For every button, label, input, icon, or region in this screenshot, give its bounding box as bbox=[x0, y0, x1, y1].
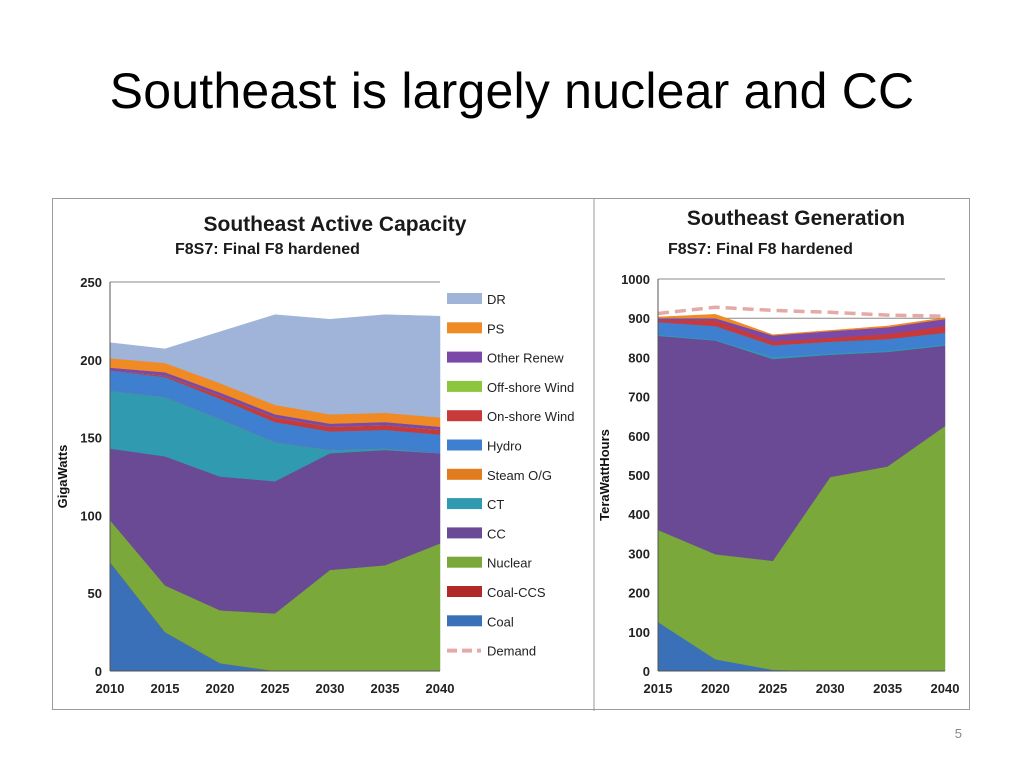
x-tick-label: 2035 bbox=[371, 681, 400, 696]
chart-subtitle: F8S7: Final F8 hardened bbox=[668, 241, 853, 258]
y-tick-label: 100 bbox=[628, 625, 650, 640]
chart-title: Southeast Active Capacity bbox=[204, 213, 467, 236]
legend-label: Demand bbox=[487, 644, 536, 659]
charts-svg: Southeast Active Capacity F8S7: Final F8 … bbox=[55, 199, 959, 711]
slide-title: Southeast is largely nuclear and CC bbox=[109, 63, 915, 119]
legend-label: Coal-CCS bbox=[487, 585, 546, 600]
legend-item-coal: Coal bbox=[447, 614, 514, 629]
legend-label: Coal bbox=[487, 614, 514, 629]
x-tick-label: 2025 bbox=[261, 681, 290, 696]
x-tick-label: 2010 bbox=[96, 681, 125, 696]
x-tick-label: 2020 bbox=[701, 681, 730, 696]
legend-item-coal-ccs: Coal-CCS bbox=[447, 585, 546, 600]
x-tick-label: 2025 bbox=[758, 681, 787, 696]
area-ps bbox=[657, 314, 946, 336]
legend-item-hydro: Hydro bbox=[447, 439, 522, 454]
legend-label: Other Renew bbox=[487, 351, 564, 366]
legend-swatch bbox=[447, 586, 482, 597]
y-tick-label: 900 bbox=[628, 311, 650, 326]
legend-item-ps: PS bbox=[447, 321, 505, 336]
legend-item-demand: Demand bbox=[447, 644, 536, 659]
legend-label: Nuclear bbox=[487, 556, 532, 571]
legend-swatch bbox=[447, 293, 482, 304]
legend-label: On-shore Wind bbox=[487, 409, 574, 424]
legend-item-steam-o-g: Steam O/G bbox=[447, 468, 552, 483]
area-dr bbox=[109, 314, 441, 418]
legend-item-cc: CC bbox=[447, 526, 506, 541]
x-tick-label: 2040 bbox=[931, 681, 960, 696]
legend-label: PS bbox=[487, 321, 505, 336]
legend-item-off-shore-wind: Off-shore Wind bbox=[447, 380, 574, 395]
chart-capacity: Southeast Active Capacity F8S7: Final F8 … bbox=[55, 213, 574, 696]
y-tick-label: 150 bbox=[80, 431, 102, 446]
y-tick-label: 50 bbox=[88, 586, 102, 601]
y-tick-label: 700 bbox=[628, 390, 650, 405]
legend-item-nuclear: Nuclear bbox=[447, 556, 532, 571]
x-tick-label: 2030 bbox=[316, 681, 345, 696]
y-tick-label: 0 bbox=[643, 664, 650, 679]
y-tick-label: 400 bbox=[628, 507, 650, 522]
y-tick-label: 0 bbox=[95, 664, 102, 679]
legend-swatch bbox=[447, 439, 482, 451]
x-tick-label: 2015 bbox=[151, 681, 180, 696]
legend-item-ct: CT bbox=[447, 497, 504, 512]
y-tick-label: 200 bbox=[80, 353, 102, 368]
legend: DR PS Other Renew Off-shore Wind On-shore Wi… bbox=[447, 292, 574, 659]
x-tick-label: 2040 bbox=[426, 681, 455, 696]
chart-generation: Southeast Generation F8S7: Final F8 harde… bbox=[597, 207, 959, 696]
x-tick-label: 2020 bbox=[206, 681, 235, 696]
legend-swatch bbox=[447, 556, 482, 568]
legend-swatch bbox=[447, 410, 482, 422]
y-tick-label: 1000 bbox=[621, 272, 650, 287]
legend-swatch bbox=[447, 615, 482, 627]
y-tick-label: 200 bbox=[628, 586, 650, 601]
y-tick-label: 300 bbox=[628, 546, 650, 561]
legend-swatch bbox=[447, 527, 482, 539]
y-tick-label: 250 bbox=[80, 275, 102, 290]
y-axis-label: GigaWatts bbox=[55, 445, 70, 509]
chart-title: Southeast Generation bbox=[687, 207, 905, 230]
demand-line bbox=[657, 305, 946, 318]
legend-label: CC bbox=[487, 526, 506, 541]
x-tick-label: 2030 bbox=[816, 681, 845, 696]
legend-item-on-shore-wind: On-shore Wind bbox=[447, 409, 574, 424]
y-axis-label: TeraWattHours bbox=[597, 429, 612, 521]
legend-swatch bbox=[447, 498, 482, 510]
x-tick-label: 2015 bbox=[644, 681, 673, 696]
y-tick-label: 500 bbox=[628, 468, 650, 483]
legend-swatch bbox=[447, 351, 482, 363]
y-tick-label: 100 bbox=[80, 508, 102, 523]
charts-frame: Southeast Active Capacity F8S7: Final F8 … bbox=[52, 198, 970, 711]
page-number: 5 bbox=[954, 726, 962, 741]
y-tick-label: 800 bbox=[628, 350, 650, 365]
legend-label: Off-shore Wind bbox=[487, 380, 574, 395]
legend-item-other-renew: Other Renew bbox=[447, 351, 564, 366]
legend-label: CT bbox=[487, 497, 504, 512]
legend-label: Hydro bbox=[487, 439, 522, 454]
x-tick-label: 2035 bbox=[873, 681, 902, 696]
legend-swatch bbox=[447, 322, 482, 334]
chart-subtitle: F8S7: Final F8 hardened bbox=[175, 241, 360, 258]
legend-swatch bbox=[447, 468, 482, 480]
legend-item-dr: DR bbox=[447, 292, 506, 307]
legend-label: Steam O/G bbox=[487, 468, 552, 483]
legend-label: DR bbox=[487, 292, 506, 307]
y-tick-label: 600 bbox=[628, 429, 650, 444]
legend-swatch bbox=[447, 380, 482, 392]
